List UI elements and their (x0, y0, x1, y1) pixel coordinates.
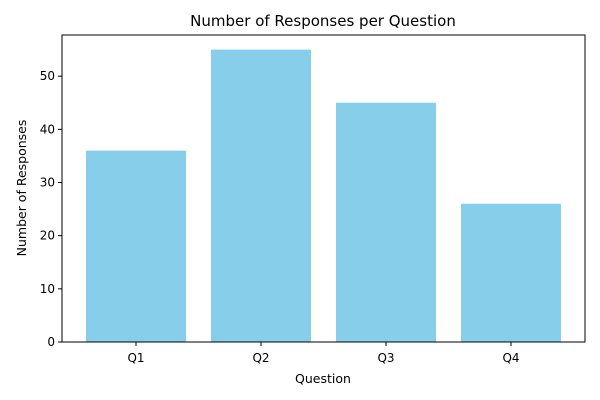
bar-q4 (461, 203, 561, 342)
x-axis-ticks: Q1 Q2 Q3 Q4 (127, 342, 520, 365)
y-tick-label: 10 (40, 282, 55, 296)
x-tick-label: Q1 (127, 351, 144, 365)
chart-title: Number of Responses per Question (190, 12, 456, 30)
y-axis-ticks: 0 10 20 30 40 50 (40, 69, 62, 349)
x-tick-label: Q2 (252, 351, 269, 365)
bar-q1 (86, 150, 186, 342)
x-axis-label: Question (295, 371, 351, 386)
bar-q2 (211, 49, 311, 342)
y-axis-label: Number of Responses (14, 120, 29, 257)
y-tick-label: 20 (40, 229, 55, 243)
y-tick-label: 30 (40, 176, 55, 190)
bar-q3 (336, 102, 436, 342)
bars-group (86, 49, 561, 342)
y-tick-label: 50 (40, 69, 55, 83)
y-tick-label: 40 (40, 122, 55, 136)
x-tick-label: Q3 (377, 351, 394, 365)
x-tick-label: Q4 (502, 351, 519, 365)
plot-frame (61, 34, 586, 343)
y-tick-label: 0 (47, 335, 55, 349)
